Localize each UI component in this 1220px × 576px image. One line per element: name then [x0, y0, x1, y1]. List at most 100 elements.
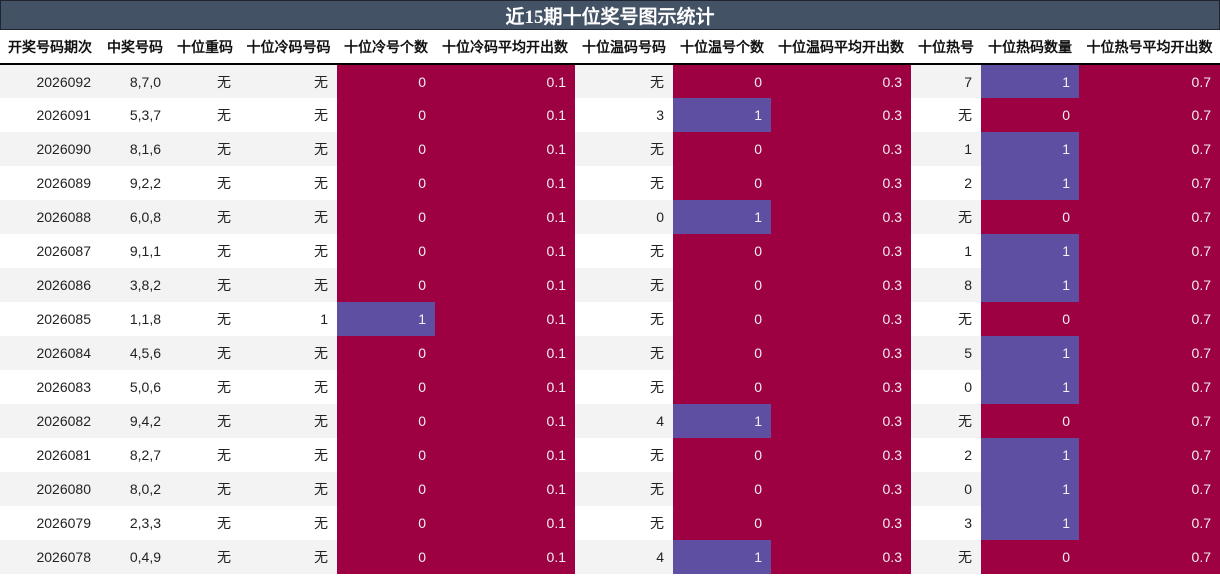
cell-period: 2026087 — [0, 234, 100, 268]
cell-hot-count: 1 — [981, 166, 1079, 200]
cell-warm-count: 0 — [673, 506, 771, 540]
cell-period: 2026078 — [0, 540, 100, 574]
cell-hot-avg: 0.7 — [1079, 404, 1220, 438]
header-col-hot-avg[interactable]: 十位热号平均开出数 — [1079, 30, 1220, 65]
cell-warm: 无 — [575, 472, 673, 506]
cell-hot-avg: 0.7 — [1079, 540, 1220, 574]
cell-hot-count: 1 — [981, 132, 1079, 166]
cell-warm-avg: 0.3 — [771, 302, 911, 336]
cell-cold-count: 0 — [337, 98, 435, 132]
cell-hot: 无 — [911, 404, 981, 438]
stats-table: 开奖号码期次 中奖号码 十位重码 十位冷码号码 十位冷号个数 十位冷码平均开出数 十位温码号… — [0, 30, 1220, 574]
cell-cold-avg: 0.1 — [435, 540, 575, 574]
header-col-period[interactable]: 开奖号码期次 — [0, 30, 100, 65]
table-row: 2026090 8,1,6 无无 0 0.1 无 0 0.3 1 1 0.7 — [0, 132, 1220, 166]
table-row: 2026086 3,8,2 无无 0 0.1 无 0 0.3 8 1 0.7 — [0, 268, 1220, 302]
header-col-repeat[interactable]: 十位重码 — [170, 30, 240, 65]
cell-period: 2026079 — [0, 506, 100, 540]
cell-cold-count: 0 — [337, 370, 435, 404]
header-row: 开奖号码期次 中奖号码 十位重码 十位冷码号码 十位冷号个数 十位冷码平均开出数 十位温码号… — [0, 30, 1220, 65]
cell-hot-avg: 0.7 — [1079, 64, 1220, 98]
cell-cold: 无 — [240, 166, 337, 200]
cell-cold: 无 — [240, 472, 337, 506]
table-row: 2026091 5,3,7 无无 0 0.1 3 1 0.3 无 0 0.7 — [0, 98, 1220, 132]
cell-period: 2026081 — [0, 438, 100, 472]
cell-cold-count: 0 — [337, 438, 435, 472]
cell-repeat: 无 — [170, 302, 240, 336]
cell-repeat: 无 — [170, 132, 240, 166]
cell-cold: 无 — [240, 438, 337, 472]
cell-warm-count: 1 — [673, 200, 771, 234]
cell-cold-count: 0 — [337, 472, 435, 506]
cell-warm-count: 0 — [673, 336, 771, 370]
header-col-hot-code[interactable]: 十位热号 — [911, 30, 981, 65]
header-col-numbers[interactable]: 中奖号码 — [100, 30, 170, 65]
cell-hot-avg: 0.7 — [1079, 132, 1220, 166]
header-col-cold-code[interactable]: 十位冷码号码 — [240, 30, 337, 65]
cell-warm-count: 0 — [673, 234, 771, 268]
header-col-hot-count[interactable]: 十位热码数量 — [981, 30, 1079, 65]
cell-warm: 4 — [575, 404, 673, 438]
cell-cold: 无 — [240, 268, 337, 302]
cell-warm-avg: 0.3 — [771, 404, 911, 438]
table-body: 2026092 8,7,0 无无 0 0.1 无 0 0.3 7 1 0.7 2026091 5,3,7… — [0, 64, 1220, 574]
cell-period: 2026086 — [0, 268, 100, 302]
cell-cold-count: 0 — [337, 166, 435, 200]
header-col-warm-avg[interactable]: 十位温码平均开出数 — [771, 30, 911, 65]
table-row: 2026085 1,1,8 无 1 1 0.1 无 0 0.3 无 0 0.7 — [0, 302, 1220, 336]
cell-cold-count: 0 — [337, 506, 435, 540]
cell-warm-avg: 0.3 — [771, 166, 911, 200]
cell-cold-count: 0 — [337, 200, 435, 234]
header-col-warm-count[interactable]: 十位温号个数 — [673, 30, 771, 65]
cell-cold-count: 0 — [337, 540, 435, 574]
cell-warm-avg: 0.3 — [771, 234, 911, 268]
cell-cold: 无 — [240, 64, 337, 98]
cell-warm: 无 — [575, 234, 673, 268]
cell-warm-avg: 0.3 — [771, 200, 911, 234]
cell-warm-avg: 0.3 — [771, 438, 911, 472]
cell-hot-count: 1 — [981, 438, 1079, 472]
cell-hot-count: 1 — [981, 370, 1079, 404]
cell-numbers: 8,0,2 — [100, 472, 170, 506]
table-row: 2026078 0,4,9 无无 0 0.1 4 1 0.3 无 0 0.7 — [0, 540, 1220, 574]
table-row: 2026081 8,2,7 无无 0 0.1 无 0 0.3 2 1 0.7 — [0, 438, 1220, 472]
cell-warm-count: 0 — [673, 268, 771, 302]
cell-cold: 无 — [240, 234, 337, 268]
cell-repeat: 无 — [170, 438, 240, 472]
cell-cold-count: 0 — [337, 268, 435, 302]
cell-hot-count: 0 — [981, 200, 1079, 234]
cell-warm-avg: 0.3 — [771, 268, 911, 302]
cell-repeat: 无 — [170, 472, 240, 506]
header-col-warm-code[interactable]: 十位温码号码 — [575, 30, 673, 65]
table-row: 2026088 6,0,8 无无 0 0.1 0 1 0.3 无 0 0.7 — [0, 200, 1220, 234]
cell-numbers: 8,2,7 — [100, 438, 170, 472]
table-row: 2026084 4,5,6 无无 0 0.1 无 0 0.3 5 1 0.7 — [0, 336, 1220, 370]
cell-hot-count: 0 — [981, 540, 1079, 574]
cell-hot-avg: 0.7 — [1079, 472, 1220, 506]
header-col-cold-count[interactable]: 十位冷号个数 — [337, 30, 435, 65]
cell-cold-count: 0 — [337, 234, 435, 268]
header-col-cold-avg[interactable]: 十位冷码平均开出数 — [435, 30, 575, 65]
cell-cold-count: 0 — [337, 132, 435, 166]
cell-warm: 无 — [575, 302, 673, 336]
cell-hot: 7 — [911, 64, 981, 98]
cell-warm-avg: 0.3 — [771, 98, 911, 132]
cell-numbers: 3,8,2 — [100, 268, 170, 302]
cell-cold: 无 — [240, 132, 337, 166]
cell-warm: 4 — [575, 540, 673, 574]
cell-repeat: 无 — [170, 404, 240, 438]
cell-numbers: 9,1,1 — [100, 234, 170, 268]
cell-period: 2026092 — [0, 64, 100, 98]
cell-repeat: 无 — [170, 370, 240, 404]
cell-hot-count: 1 — [981, 336, 1079, 370]
cell-cold-count: 0 — [337, 336, 435, 370]
cell-warm-count: 0 — [673, 166, 771, 200]
cell-cold-avg: 0.1 — [435, 166, 575, 200]
cell-hot-count: 0 — [981, 302, 1079, 336]
cell-hot: 0 — [911, 472, 981, 506]
cell-period: 2026080 — [0, 472, 100, 506]
cell-hot: 1 — [911, 234, 981, 268]
cell-period: 2026084 — [0, 336, 100, 370]
table-title: 近15期十位奖号图示统计 — [0, 0, 1220, 30]
cell-warm-avg: 0.3 — [771, 506, 911, 540]
